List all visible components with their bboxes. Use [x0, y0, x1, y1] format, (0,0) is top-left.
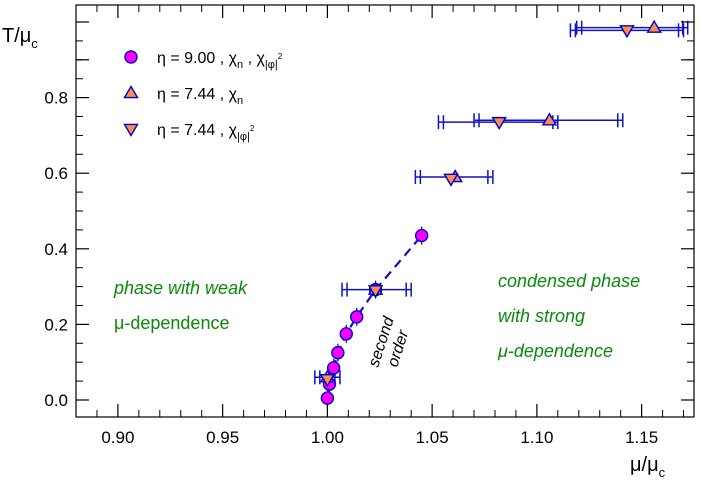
- x-tick-label: 1.05: [416, 428, 449, 447]
- x-tick-label: 1.00: [311, 428, 344, 447]
- y-tick-label: 0.8: [44, 89, 68, 108]
- second-order-annotation: second order: [366, 314, 413, 369]
- series-3-triangle-down-marker: [619, 25, 635, 39]
- series-2-triangle-up-marker: [541, 112, 558, 126]
- series-1-circle-marker: [414, 228, 429, 243]
- legend-label-2: η = 7.44 , χn: [157, 86, 243, 107]
- series-3-triangle-down-marker: [319, 373, 336, 388]
- legend-triangle-up-marker: [123, 85, 139, 99]
- x-tick-label: 0.90: [101, 428, 134, 447]
- legend-circle-marker: [124, 50, 138, 64]
- markers-group: [319, 19, 662, 405]
- series-1-circle-marker: [331, 346, 345, 360]
- left-region-line-2: μ-dependence: [114, 313, 229, 333]
- x-tick-label: 0.95: [206, 428, 239, 447]
- right-region-line-2: with strong: [498, 306, 585, 326]
- series-3-triangle-down-marker: [367, 285, 384, 299]
- right-region-line-3: μ-dependence: [497, 341, 613, 361]
- legend-triangle-down-marker: [123, 123, 139, 137]
- y-tick-label: 0.0: [44, 391, 68, 410]
- series-1-circle-marker: [350, 310, 364, 324]
- y-tick-label: 0.2: [44, 315, 68, 334]
- series-1-circle-marker: [326, 361, 341, 375]
- left-region-line-1: phase with weak: [113, 278, 248, 298]
- y-tick-label: 0.4: [44, 240, 68, 259]
- series-1-circle-marker: [339, 327, 353, 341]
- x-tick-label: 1.15: [625, 428, 658, 447]
- legend-label-3: η = 7.44 , χ|φ|2: [157, 122, 255, 143]
- y-axis-label: T/μc: [2, 25, 38, 51]
- series-3-triangle-down-marker: [491, 116, 507, 131]
- series-3-triangle-down-marker: [443, 173, 459, 187]
- ticks-group: 0.90 0.95 1.00 1.05 1.10 1.15 0.0 0.2 0.4 0.6 0.8: [44, 5, 694, 447]
- legend: η = 9.00 , χn , χ|φ|2 η = 7.44 , χn η = 7.…: [123, 50, 283, 143]
- x-axis-label: μ/μc: [630, 454, 666, 480]
- y-tick-label: 0.6: [44, 164, 68, 183]
- right-region-line-1: condensed phase: [498, 271, 640, 291]
- series-2-triangle-up-marker: [646, 19, 662, 33]
- second-order-dashed-line: [326, 234, 423, 399]
- legend-label-1: η = 9.00 , χn , χ|φ|2: [157, 50, 283, 71]
- left-region-annotation: phase with weak μ-dependence: [113, 278, 248, 333]
- second-order-dashed-line-group: [326, 234, 423, 399]
- series-1-circle-marker: [320, 391, 335, 405]
- right-region-annotation: condensed phase with strong μ-dependence: [497, 271, 640, 361]
- x-tick-label: 1.10: [520, 428, 553, 447]
